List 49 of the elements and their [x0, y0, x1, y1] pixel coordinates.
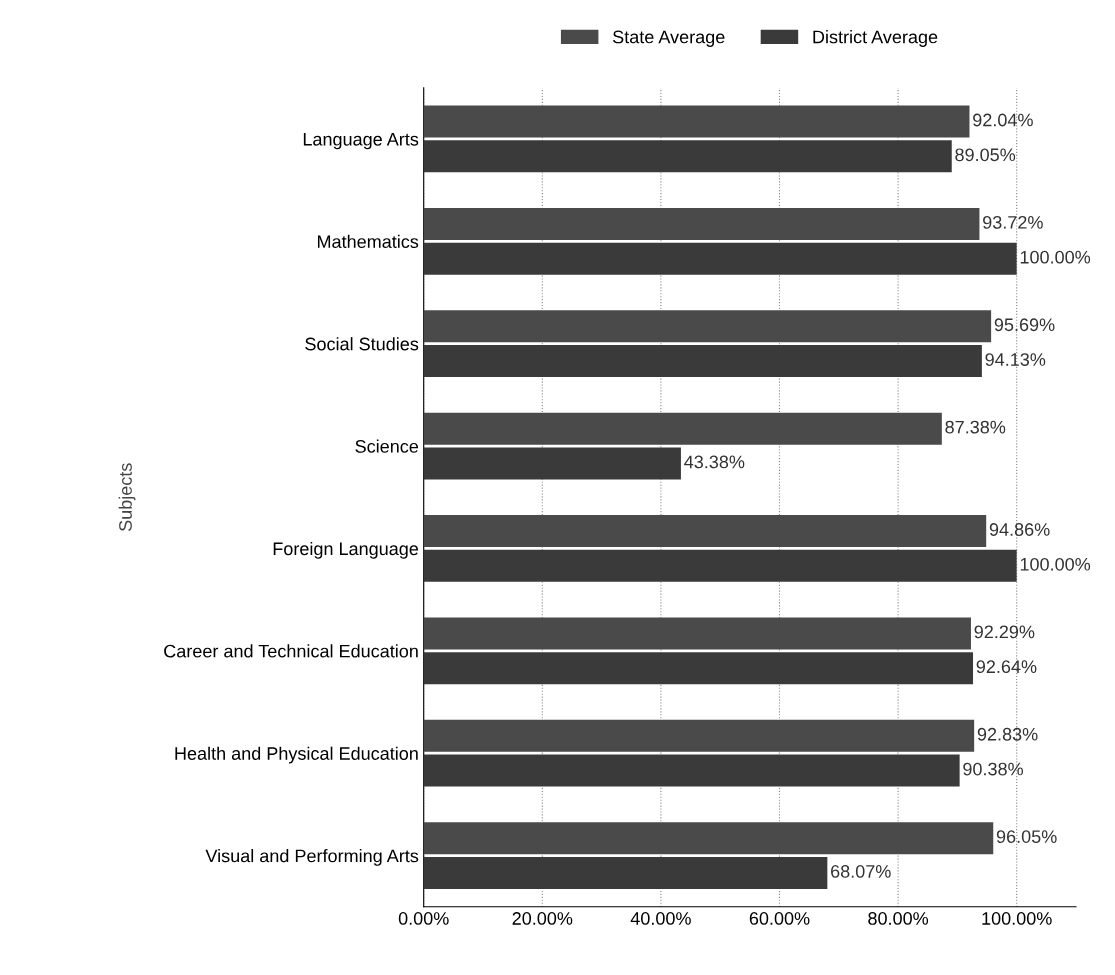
- bar: [423, 310, 992, 343]
- y-tick-label: Language Arts: [303, 133, 419, 150]
- bar: [423, 719, 975, 752]
- y-tick-label: Science: [355, 439, 419, 453]
- data-label: 100.00%: [1020, 557, 1091, 571]
- data-label: 92.64%: [976, 660, 1037, 674]
- bar: [423, 617, 971, 650]
- data-label: 95.69%: [994, 318, 1055, 332]
- x-tick-label: 20.00%: [512, 912, 573, 925]
- legend-label: District Average: [813, 30, 938, 47]
- bar: [423, 140, 952, 173]
- y-tick-label: Social Studies: [305, 337, 419, 351]
- bar: [423, 652, 974, 685]
- bar: [423, 515, 987, 548]
- data-label: 90.38%: [963, 762, 1024, 776]
- x-tick-label: 100.00%: [982, 912, 1052, 925]
- x-tick-label: 80.00%: [868, 912, 929, 925]
- bar: [423, 549, 1017, 582]
- data-label: 87.38%: [945, 420, 1006, 434]
- data-label: 94.13%: [985, 353, 1046, 366]
- y-axis-title: Subjects: [118, 463, 136, 532]
- bar: [423, 447, 681, 480]
- x-tick-label: 0.00%: [398, 912, 449, 925]
- bar: [423, 856, 828, 889]
- y-tick-label: Visual and Performing Arts: [205, 849, 419, 866]
- data-label: 68.07%: [831, 865, 891, 878]
- x-tick-label: 60.00%: [749, 912, 810, 925]
- data-label: 92.83%: [977, 727, 1038, 741]
- bar: [423, 412, 942, 445]
- bar: [423, 754, 960, 787]
- x-tick-label: 40.00%: [630, 912, 691, 925]
- bar: [423, 105, 970, 138]
- data-label: 92.04%: [973, 113, 1033, 127]
- bar: [423, 207, 980, 240]
- bar: [423, 822, 994, 855]
- data-label: 43.38%: [684, 455, 745, 469]
- data-label: 94.86%: [989, 523, 1050, 536]
- data-label: 89.05%: [955, 148, 1016, 162]
- legend-label: State Average: [612, 30, 725, 47]
- y-tick-label: Health and Physical Education: [175, 746, 418, 764]
- data-label: 92.29%: [974, 625, 1035, 639]
- data-label: 96.05%: [996, 830, 1057, 844]
- data-label: 100.00%: [1020, 250, 1091, 264]
- bar: [423, 242, 1017, 275]
- y-tick-label: Mathematics: [317, 234, 419, 249]
- y-tick-label: Foreign Language: [273, 541, 419, 559]
- bar: [423, 345, 982, 378]
- data-label: 93.72%: [983, 215, 1043, 229]
- y-tick-label: Career and Technical Education: [164, 644, 418, 658]
